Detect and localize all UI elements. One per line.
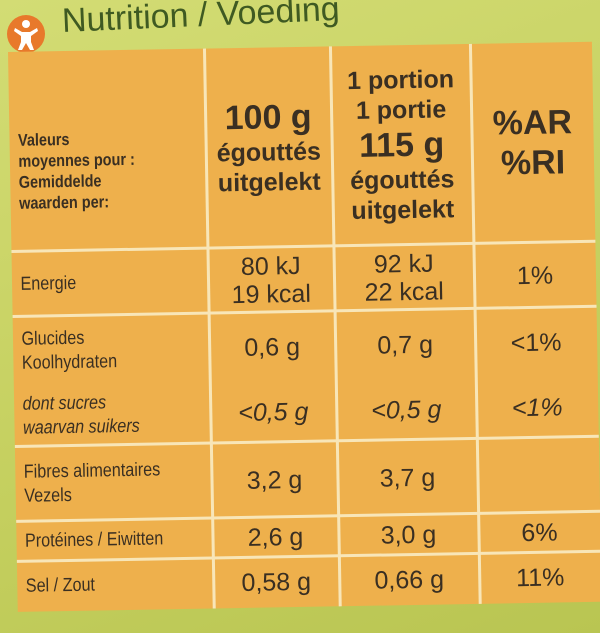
title: Nutrition / Voeding	[61, 0, 341, 40]
value-cell: 3,0 g	[338, 514, 479, 556]
row-label: dont sucres waarvan suikers	[14, 384, 182, 447]
value-cell: <1%	[476, 377, 599, 439]
value-cell: 2,6 g	[212, 516, 339, 558]
value-text: 19 kcal	[231, 279, 312, 309]
value-text: <1%	[511, 393, 563, 423]
header-cell: %AR %RI	[470, 42, 595, 244]
value-text: 0,6 g	[244, 332, 301, 362]
header-text: uitgelekt	[351, 195, 455, 226]
value-cell: <0,5 g	[210, 381, 337, 443]
header-text: 100 g	[224, 97, 312, 138]
value-cell: 92 kJ 22 kcal	[333, 244, 474, 311]
header-text: waarden per:	[18, 192, 110, 213]
header-text: %AR	[492, 103, 573, 143]
value-cell: 1%	[473, 242, 596, 309]
value-text: 3,2 g	[246, 465, 303, 495]
value-cell: <0,5 g	[336, 379, 477, 441]
row-label: Fibres alimentaires Vezels	[15, 444, 183, 522]
header-text: uitgelekt	[217, 167, 321, 198]
header-text: 115 g	[358, 125, 445, 165]
label-text: Energie	[20, 272, 77, 295]
header-cell: Valeurs moyennes pour : Gemiddelde waarden …	[8, 49, 178, 252]
label-text: Vezels	[24, 484, 73, 507]
value-text: 0,66 g	[374, 565, 445, 595]
label-text: Glucides	[21, 327, 85, 350]
value-text: 3,7 g	[379, 463, 436, 493]
value-text: 1%	[516, 261, 554, 290]
label-text: Fibres alimentaires	[23, 458, 161, 483]
value-text: 80 kJ	[240, 251, 301, 281]
value-text: 2,6 g	[247, 522, 304, 552]
header-text: Valeurs	[17, 129, 70, 150]
value-cell: 6%	[478, 512, 600, 554]
header-text: 1 portion	[346, 65, 455, 96]
value-cell: 80 kJ 19 kcal	[207, 246, 334, 313]
label-text: Sel / Zout	[25, 574, 96, 597]
header-text: %RI	[500, 143, 566, 183]
header-cell: 1 portion 1 portie 115 g égouttés uitgelekt	[330, 44, 473, 246]
value-text: <0,5 g	[237, 397, 309, 428]
value-text: 92 kJ	[373, 249, 434, 279]
value-cell: 0,6 g	[209, 311, 336, 383]
value-text: 6%	[521, 518, 558, 548]
header-text: égouttés	[216, 137, 322, 168]
value-text: 0,7 g	[377, 330, 434, 360]
value-text: 0,58 g	[241, 567, 312, 598]
row-label: Sel / Zout	[17, 559, 184, 612]
header-text: égouttés	[349, 165, 455, 196]
label-text: dont sucres	[22, 392, 107, 415]
label-text: waarvan suikers	[22, 415, 140, 439]
row-label: Protéines / Eiwitten	[16, 519, 183, 562]
value-cell: 0,58 g	[213, 556, 340, 608]
value-text: 11%	[515, 563, 565, 593]
header-text: Gemiddelde	[18, 171, 102, 192]
label-text: Koolhydraten	[21, 351, 118, 374]
row-label: Energie	[11, 249, 179, 317]
header-text: moyennes pour :	[18, 149, 135, 171]
value-text: 3,0 g	[380, 520, 437, 550]
value-cell: 0,7 g	[335, 309, 476, 381]
header-text: 1 portie	[355, 95, 447, 125]
value-text: 22 kcal	[364, 276, 445, 307]
value-text: <1%	[510, 328, 562, 358]
row-label: Glucides Koolhydraten	[13, 314, 181, 387]
value-cell: <1%	[475, 307, 598, 379]
value-text: <0,5 g	[370, 395, 442, 425]
icon	[7, 15, 45, 53]
value-cell: 0,66 g	[339, 554, 480, 606]
label-text: Protéines / Eiwitten	[24, 528, 164, 552]
table: Valeurs moyennes pour : Gemiddelde waarden …	[8, 41, 600, 612]
header-cell: 100 g égouttés uitgelekt	[204, 46, 333, 248]
value-cell: 11%	[479, 552, 600, 604]
value-cell: 3,2 g	[211, 441, 338, 518]
value-cell: 3,7 g	[337, 439, 478, 516]
